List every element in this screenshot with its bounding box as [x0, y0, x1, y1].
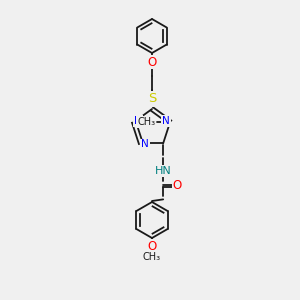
Text: CH₃: CH₃: [137, 117, 155, 127]
Text: N: N: [162, 116, 170, 126]
Text: HN: HN: [155, 167, 172, 176]
Text: N: N: [134, 116, 142, 126]
Text: O: O: [172, 179, 182, 192]
Text: S: S: [148, 92, 156, 106]
Text: N: N: [141, 140, 149, 149]
Text: S: S: [148, 92, 156, 106]
Text: O: O: [147, 239, 157, 253]
Text: CH₃: CH₃: [143, 252, 161, 262]
Text: O: O: [147, 56, 157, 68]
